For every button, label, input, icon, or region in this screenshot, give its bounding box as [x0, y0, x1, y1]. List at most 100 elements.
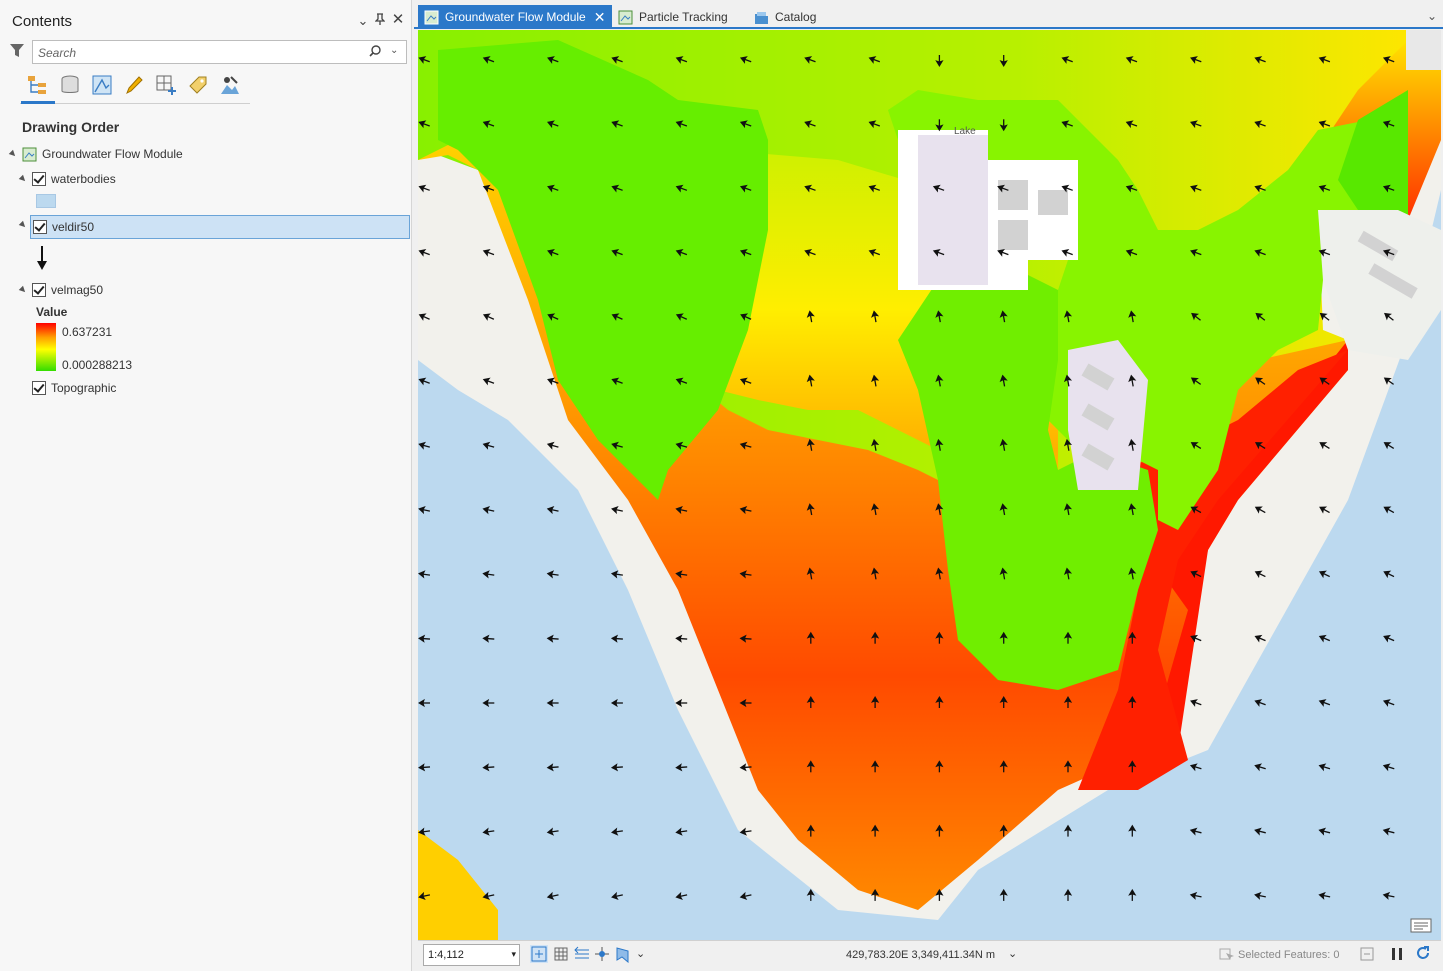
scale-input[interactable]: 1:4,112 ▾ — [423, 944, 520, 966]
layer-waterbodies[interactable]: waterbodies — [18, 168, 116, 190]
flow-arrow — [1382, 184, 1395, 193]
waterbodies-symbol-swatch[interactable] — [36, 194, 56, 208]
pane-options-chevron-icon[interactable]: ⌄ — [357, 13, 369, 28]
tab-groundwater-flow-module[interactable]: Groundwater Flow Module ✕ — [418, 5, 612, 29]
scale-value: 1:4,112 — [428, 949, 464, 961]
layer-velmag50[interactable]: velmag50 — [18, 279, 104, 301]
list-by-perspective-imagery-icon[interactable] — [217, 72, 243, 98]
flow-arrow — [675, 570, 688, 579]
flow-arrow — [418, 506, 431, 515]
layer-visibility-checkbox[interactable] — [32, 283, 46, 297]
coordinate-units-chevron-icon[interactable]: ⌄ — [1008, 948, 1018, 960]
map-item-groundwater-flow-module[interactable]: Groundwater Flow Module — [8, 143, 183, 165]
flow-arrow — [999, 503, 1008, 516]
flow-arrow — [1061, 120, 1073, 129]
flow-arrow — [482, 634, 495, 643]
flow-arrow — [1190, 184, 1202, 193]
flow-arrow — [999, 760, 1008, 773]
list-by-editing-icon[interactable] — [121, 72, 147, 98]
pan-scale-icon[interactable] — [573, 945, 591, 963]
flow-arrow — [804, 248, 816, 257]
flow-arrow — [1383, 570, 1395, 579]
collapse-arrow-icon[interactable] — [18, 220, 28, 230]
list-by-drawing-order-icon[interactable] — [21, 72, 55, 104]
flow-arrow — [806, 760, 815, 773]
search-input[interactable]: Search ⌄ — [32, 40, 407, 64]
flow-arrow — [997, 184, 1009, 193]
list-by-labeling-icon[interactable] — [185, 72, 211, 98]
flow-arrow — [1063, 696, 1073, 708]
flow-arrow — [1318, 120, 1331, 129]
navigation-icon[interactable] — [614, 945, 632, 963]
refresh-icon[interactable] — [1414, 945, 1432, 963]
snapping-icon[interactable] — [593, 945, 611, 963]
flow-arrow — [1063, 824, 1073, 837]
fixed-zoom-in-icon[interactable] — [530, 945, 548, 963]
tab-catalog[interactable]: Catalog — [748, 5, 822, 29]
refresh-selection-icon[interactable] — [1358, 945, 1376, 963]
collapse-arrow-icon[interactable] — [18, 174, 28, 184]
flow-arrow — [1190, 442, 1202, 450]
flow-arrow — [999, 696, 1008, 708]
layer-visibility-checkbox[interactable] — [32, 381, 46, 395]
flow-arrow — [611, 120, 623, 129]
collapse-arrow-icon[interactable] — [18, 285, 28, 295]
flow-arrow — [739, 506, 752, 515]
contents-toolbar — [20, 70, 250, 104]
map-view[interactable]: Lake — [418, 30, 1441, 940]
flow-arrow — [1318, 634, 1331, 643]
flow-arrow — [1254, 570, 1266, 579]
search-icon[interactable] — [368, 44, 382, 58]
layer-visibility-checkbox[interactable] — [33, 220, 47, 234]
flow-arrow — [546, 891, 559, 900]
tab-list-chevron-icon[interactable]: ⌄ — [1426, 9, 1437, 23]
layer-veldir50[interactable]: veldir50 — [30, 215, 410, 239]
layer-visibility-checkbox[interactable] — [32, 172, 46, 186]
collapse-arrow-icon[interactable] — [8, 149, 18, 159]
map-canvas[interactable]: Lake — [418, 30, 1441, 940]
flow-arrow — [806, 696, 815, 708]
flow-arrow — [418, 313, 430, 321]
flow-arrow — [868, 56, 881, 64]
flow-arrow — [806, 310, 815, 323]
flow-arrow — [1254, 763, 1266, 772]
pin-icon[interactable] — [373, 13, 387, 28]
close-icon[interactable]: ✕ — [391, 11, 405, 28]
flow-arrow — [871, 503, 880, 516]
color-ramp-swatch[interactable] — [36, 323, 56, 371]
flow-arrow — [739, 184, 752, 193]
layer-topographic[interactable]: Topographic — [32, 377, 116, 399]
flow-arrow — [1382, 891, 1395, 900]
flow-arrow — [611, 506, 623, 515]
layer-label: velmag50 — [51, 283, 104, 297]
flow-arrow — [1063, 760, 1073, 773]
tools-dropdown-chevron-icon[interactable]: ⌄ — [636, 948, 646, 960]
flow-arrow — [1254, 827, 1266, 836]
tab-particle-tracking[interactable]: Particle Tracking — [612, 5, 734, 29]
flow-arrow — [739, 827, 752, 836]
close-tab-icon[interactable]: ✕ — [593, 8, 606, 25]
flow-arrow — [1190, 248, 1202, 257]
flow-arrow — [418, 248, 430, 257]
flow-arrow — [482, 248, 495, 257]
pause-drawing-icon[interactable] — [1388, 945, 1406, 963]
map-status-bar: 1:4,112 ▾ ⌄ 429,783.20E 3,349,411.34N m … — [418, 940, 1441, 971]
list-by-snapping-icon[interactable] — [153, 72, 179, 98]
filter-icon[interactable] — [9, 43, 25, 59]
scale-dropdown-chevron-icon[interactable]: ▾ — [511, 949, 516, 959]
flow-arrow — [1382, 763, 1395, 772]
search-options-chevron-icon[interactable]: ⌄ — [390, 45, 399, 56]
list-by-source-icon[interactable] — [57, 72, 83, 98]
grid-icon[interactable] — [552, 945, 570, 963]
flow-arrow — [935, 696, 944, 708]
flow-arrow — [806, 567, 815, 580]
flow-arrow — [871, 567, 880, 580]
arrow-symbol-icon[interactable] — [34, 245, 50, 271]
flow-arrow — [1190, 56, 1202, 64]
map-tips-icon[interactable] — [1409, 916, 1433, 936]
flow-arrow — [547, 248, 559, 257]
list-by-selection-icon[interactable] — [89, 72, 115, 98]
tab-label: Catalog — [775, 10, 817, 24]
selected-features-icon[interactable] — [1218, 945, 1236, 963]
contents-pane: Contents ⌄ ✕ Search ⌄ — [0, 0, 412, 971]
